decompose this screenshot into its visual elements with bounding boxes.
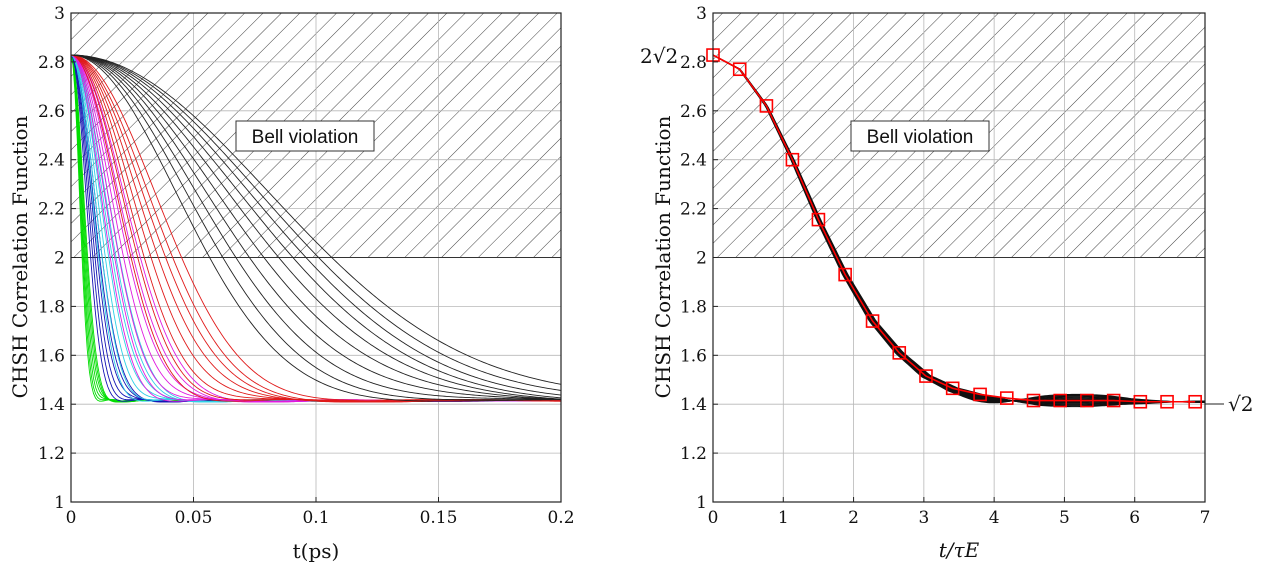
y-tick-label: 2.4: [680, 151, 707, 171]
decay-curve: [71, 54, 561, 402]
y-tick-label: 2: [54, 249, 65, 269]
square-marker: [999, 391, 1014, 405]
right-bell-annotation: Bell violation: [850, 120, 990, 152]
square-marker: [973, 387, 987, 402]
decay-curve: [71, 54, 561, 401]
left-y-axis-label: CHSH Correlation Function: [8, 115, 32, 398]
y-tick-label: 2.4: [38, 151, 65, 171]
y-tick-label: 2.6: [680, 102, 707, 122]
y-tick-label: 1.8: [680, 297, 707, 317]
left-curves: [71, 54, 561, 403]
left-bell-label: Bell violation: [252, 127, 359, 148]
y-tick-label: 1.2: [38, 444, 65, 464]
left-bell-label-box: [235, 120, 375, 152]
reference-line: [713, 54, 1196, 403]
x-tick-label: 0.1: [302, 508, 329, 528]
right-value-label: √2: [1228, 392, 1253, 416]
x-tick-label: 3: [918, 508, 929, 528]
square-marker: [759, 99, 774, 113]
x-tick-label: 0: [66, 508, 77, 528]
square-marker: [785, 152, 800, 167]
left-bell-annotation: Bell violation: [235, 120, 375, 152]
x-tick-label: 0.2: [547, 508, 574, 528]
decay-curve: [71, 54, 561, 385]
square-marker: [838, 267, 852, 282]
y-tick-label: 1.8: [38, 297, 65, 317]
x-tick-label: 7: [1200, 508, 1211, 528]
square-marker: [732, 62, 747, 77]
x-tick-label: 1: [778, 508, 789, 528]
y-tick-label: 1: [54, 493, 65, 513]
x-tick-label: 0.05: [175, 508, 213, 528]
y-tick-label: 1: [696, 493, 707, 513]
x-tick-label: 2: [848, 508, 859, 528]
y-tick-label: 1.6: [680, 346, 707, 366]
decay-curve: [71, 54, 561, 400]
x-tick-label: 4: [989, 508, 1000, 528]
right-markers: [706, 48, 1202, 409]
x-tick-label: 0.15: [420, 508, 458, 528]
decay-curve: [71, 54, 561, 400]
y-tick-label: 2.2: [680, 200, 707, 220]
right-chart: 0 1 2 3 4 5 6 711.21.41.61.822.22.42.62.83 Bell…: [640, 4, 1253, 562]
square-marker: [1106, 393, 1121, 408]
x-tick-label: 0: [708, 508, 719, 528]
right-grid: [713, 13, 1205, 502]
right-bell-label-box: [850, 120, 990, 152]
y-tick-label: 2.8: [680, 53, 707, 73]
y-tick-label: 1.6: [38, 346, 65, 366]
square-marker: [892, 346, 907, 360]
square-marker: [1160, 394, 1174, 409]
y-tick-label: 3: [54, 4, 65, 24]
y-tick-label: 2.2: [38, 200, 65, 220]
y-tick-label: 2: [696, 249, 707, 269]
y-tick-label: 3: [696, 4, 707, 24]
y-tick-label: 1.4: [38, 395, 65, 415]
square-marker: [1026, 393, 1041, 408]
square-marker: [1053, 393, 1068, 408]
square-marker: [1080, 393, 1094, 408]
decay-curve: [71, 54, 561, 400]
left-chart: 0 0.05 0.1 0.15 0.2 1 1.2 1.4 1.6 1.8 2 2.2 2.4 2.6 2.…: [8, 4, 575, 563]
y-tick-label: 1.4: [680, 395, 707, 415]
square-marker: [1188, 394, 1202, 409]
square-marker: [945, 381, 960, 396]
square-marker: [865, 314, 880, 328]
square-marker: [1133, 394, 1148, 409]
right-ticks: 0 1 2 3 4 5 6 711.21.41.61.822.22.42.62.83: [680, 4, 1210, 528]
left-ticks: 0 0.05 0.1 0.15 0.2 1 1.2 1.4 1.6 1.8 2 2.2 2.4 2.6 2.…: [38, 4, 575, 528]
y-tick-label: 2.6: [38, 102, 65, 122]
left-value-label: 2√2: [640, 44, 678, 68]
left-x-axis-label: t(ps): [293, 539, 340, 563]
y-tick-label: 1.2: [680, 444, 707, 464]
decay-curve: [71, 54, 561, 391]
right-y-axis-label: CHSH Correlation Function: [651, 115, 675, 398]
left-grid: [71, 13, 561, 502]
right-x-axis-label: t/τE: [939, 538, 980, 562]
decay-curve: [71, 54, 561, 400]
right-bell-label: Bell violation: [867, 127, 974, 148]
decay-curve: [71, 54, 561, 396]
x-tick-label: 6: [1129, 508, 1140, 528]
square-marker: [919, 369, 933, 383]
x-tick-label: 5: [1059, 508, 1070, 528]
square-marker: [811, 212, 826, 227]
y-tick-label: 2.8: [38, 53, 65, 73]
decay-curve: [71, 54, 561, 399]
